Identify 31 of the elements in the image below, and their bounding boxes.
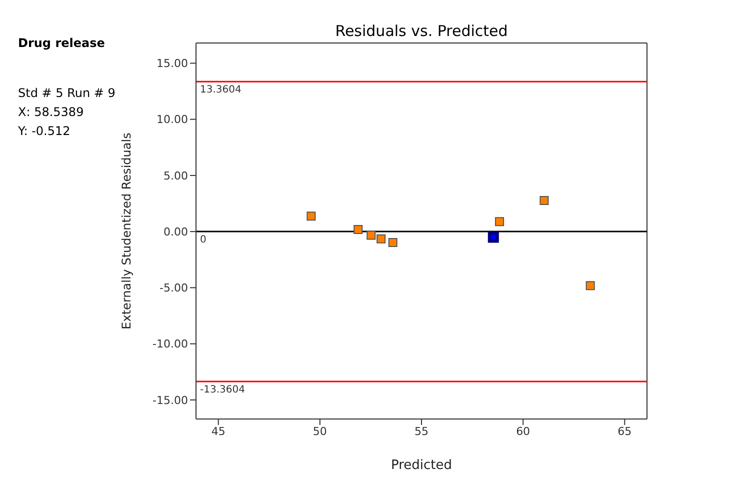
y-tick-label: 0.00 [164, 225, 188, 238]
y-axis-title: Externally Studentized Residuals [119, 132, 134, 330]
point [586, 281, 595, 290]
x-tick-label: 45 [211, 424, 226, 438]
point [376, 234, 386, 244]
x-tick-label: 50 [312, 424, 327, 438]
point [495, 217, 504, 226]
text: Std # 5 Run # 9 [18, 86, 116, 100]
x-axis-title: Predicted [390, 458, 452, 473]
text: Y: -0.512 [18, 124, 70, 138]
point [540, 196, 549, 205]
y-tick-label: 5.00 [164, 169, 188, 182]
text: Drug release [18, 36, 105, 50]
point [306, 212, 316, 221]
ref-line-label: -13.3604 [200, 384, 245, 396]
point [488, 232, 499, 243]
point [388, 238, 398, 248]
ref-line-label: 13.3604 [200, 84, 242, 96]
y-tick-label: -10.00 [152, 338, 188, 351]
text: X: 58.5389 [18, 105, 84, 119]
y-tick-label: 10.00 [156, 113, 188, 126]
y-tick-label: -15.00 [152, 394, 188, 407]
x-tick-label: 55 [414, 424, 428, 438]
y-tick-label: 15.00 [156, 57, 188, 70]
x-tick-label: 65 [618, 424, 632, 438]
chart-title: Residuals vs. Predicted [334, 22, 509, 40]
ref-line-label: 0 [200, 234, 206, 246]
y-tick-label: -5.00 [160, 282, 188, 295]
point [354, 225, 363, 234]
x-tick-label: 60 [516, 424, 530, 438]
point [366, 230, 376, 240]
